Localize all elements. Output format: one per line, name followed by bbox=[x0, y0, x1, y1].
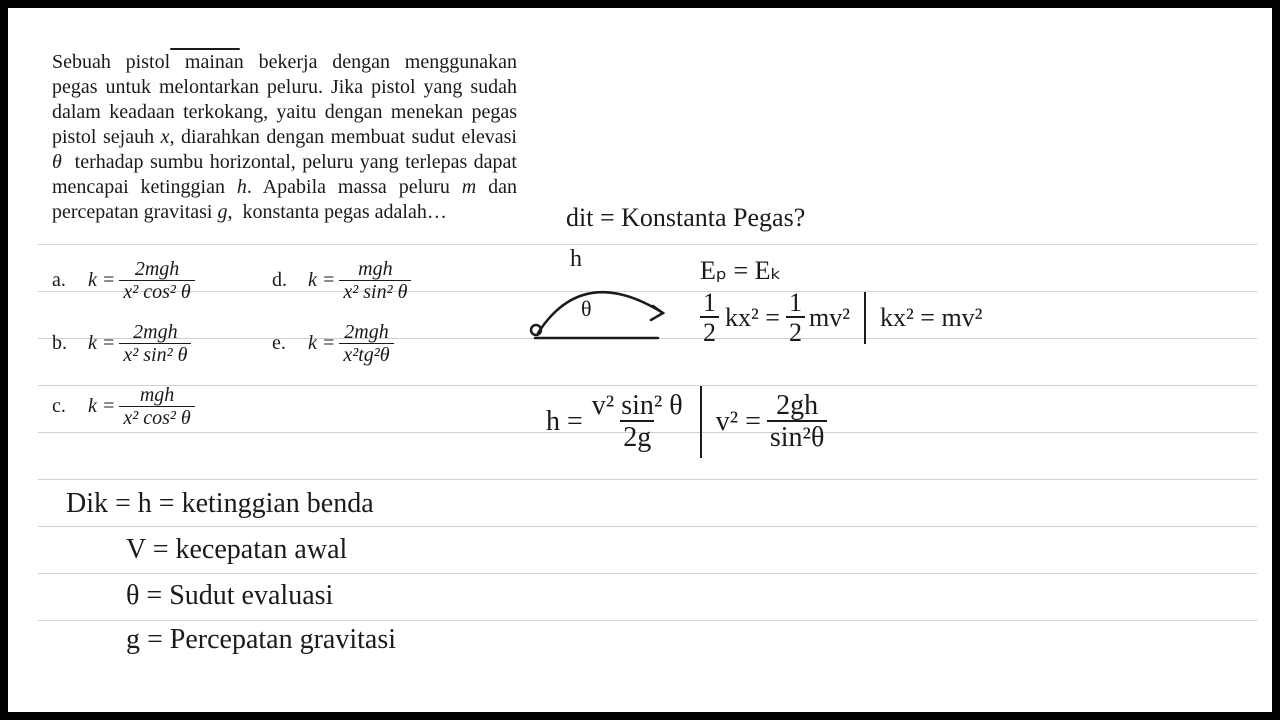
hand-dik-h: Dik = h = ketinggian benda bbox=[66, 488, 374, 520]
hand-dik-theta: θ = Sudut evaluasi bbox=[126, 580, 333, 612]
hand-dik-g: g = Percepatan gravitasi bbox=[126, 624, 396, 656]
problem-paragraph: Sebuah pistol mainan bekerja dengan meng… bbox=[52, 51, 517, 223]
option-e: e. k = 2mghx²tg²θ bbox=[272, 321, 472, 366]
option-label: c. bbox=[52, 395, 70, 418]
hand-eq1: Eₚ = Eₖ bbox=[700, 256, 782, 286]
answer-options: a. k = 2mghx² cos² θ d. k = mghx² sin² θ… bbox=[52, 258, 472, 429]
hand-h-label: h bbox=[570, 246, 582, 273]
hand-eq2: 12 kx² = 12 mv² kx² = mv² bbox=[700, 290, 982, 346]
option-d: d. k = mghx² sin² θ bbox=[272, 258, 472, 303]
option-label: b. bbox=[52, 332, 70, 355]
option-c: c. k = mghx² cos² θ bbox=[52, 384, 252, 429]
hand-theta-label: θ bbox=[581, 296, 592, 322]
hand-dit: dit = Konstanta Pegas? bbox=[566, 203, 805, 233]
option-label: a. bbox=[52, 269, 70, 292]
hand-eq3: h = v² sin² θ2g v² = 2ghsin²θ bbox=[546, 386, 827, 458]
trajectory-sketch bbox=[523, 258, 683, 348]
problem-text: Sebuah pistol mainan bekerja dengan meng… bbox=[52, 50, 517, 225]
hand-dik-v: V = kecepatan awal bbox=[126, 534, 347, 566]
option-label: d. bbox=[272, 269, 290, 292]
option-label: e. bbox=[272, 332, 290, 355]
option-b: b. k = 2mghx² sin² θ bbox=[52, 321, 252, 366]
option-a: a. k = 2mghx² cos² θ bbox=[52, 258, 252, 303]
